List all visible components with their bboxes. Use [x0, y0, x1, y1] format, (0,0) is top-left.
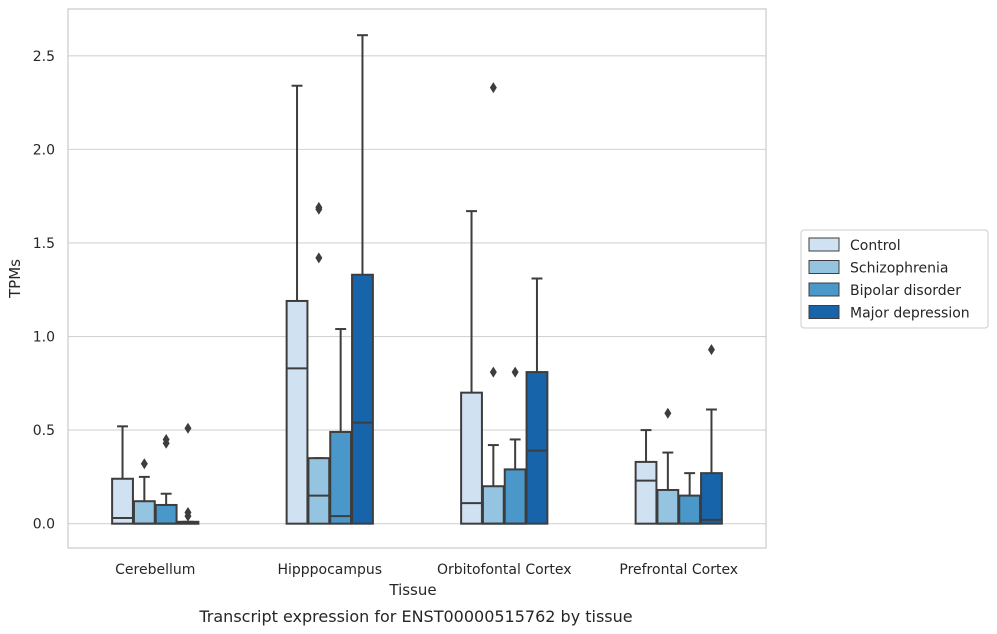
y-tick-label: 1.0	[33, 330, 55, 346]
box-group	[481, 82, 505, 525]
box	[285, 299, 309, 525]
outlier-point	[162, 433, 170, 445]
box-group	[285, 84, 309, 525]
legend-item: Control	[808, 237, 901, 254]
box	[481, 485, 505, 525]
box-plot-series	[111, 34, 723, 525]
box	[678, 494, 702, 525]
box	[351, 273, 374, 525]
legend: Control Schizophrenia Bipolar disorder Majo…	[800, 229, 989, 329]
outlier-point	[664, 407, 672, 419]
legend-frame	[800, 229, 989, 329]
box-group	[525, 277, 549, 525]
y-tick-labels: 0.0 0.5 1.0 1.5 2.0 2.5	[33, 49, 55, 533]
y-tick-label: 2.5	[33, 49, 55, 65]
x-tick-labels: Cerebellum Hipppocampus Orbitofontal Corte…	[115, 562, 738, 578]
x-tick-label: Prefrontal Cortex	[619, 562, 738, 578]
y-axis-label: TPMs	[6, 259, 24, 299]
box	[460, 391, 483, 525]
plot-frame	[67, 8, 767, 549]
box-group	[503, 366, 527, 525]
box	[700, 472, 723, 525]
box-group	[634, 429, 658, 525]
box	[634, 460, 658, 525]
box-group	[307, 201, 331, 525]
outlier-point	[489, 366, 497, 378]
box-group	[176, 422, 200, 525]
outlier-point	[489, 82, 497, 94]
outlier-point	[511, 366, 519, 378]
legend-swatch	[808, 260, 840, 274]
box	[503, 468, 527, 525]
box	[132, 500, 156, 525]
box-group	[460, 210, 483, 525]
box	[111, 477, 134, 525]
box	[307, 457, 331, 525]
x-tick-label: Hipppocampus	[277, 562, 382, 578]
legend-swatch	[808, 305, 840, 319]
outlier-point	[707, 344, 715, 356]
legend-item: Bipolar disorder	[808, 282, 961, 299]
box-group	[700, 344, 723, 525]
box-group	[154, 433, 178, 525]
box-group	[351, 34, 374, 525]
x-tick-label: Orbitofontal Cortex	[437, 562, 572, 578]
legend-label: Control	[850, 238, 901, 254]
box	[154, 503, 178, 525]
legend-swatch	[808, 282, 840, 297]
legend-item: Major depression	[808, 305, 970, 322]
box-group	[111, 425, 134, 525]
x-tick-label: Cerebellum	[115, 562, 195, 578]
y-tick-label: 0.0	[33, 517, 55, 533]
grid-lines	[68, 55, 766, 525]
outlier-point	[140, 458, 148, 470]
outlier-point	[184, 422, 192, 434]
legend-item: Schizophrenia	[808, 260, 948, 277]
box-group	[132, 458, 156, 525]
box-group	[656, 407, 680, 525]
box	[329, 430, 353, 525]
y-tick-label: 0.5	[33, 423, 55, 439]
y-tick-label: 1.5	[33, 236, 55, 252]
chart-caption: Transcript expression for ENST0000051576…	[198, 607, 632, 626]
box	[656, 488, 680, 525]
box	[525, 371, 549, 525]
legend-label: Major depression	[850, 306, 970, 322]
x-axis-label: Tissue	[388, 581, 436, 599]
box-group	[678, 472, 702, 525]
y-tick-label: 2.0	[33, 142, 55, 158]
legend-swatch	[808, 237, 840, 252]
legend-label: Schizophrenia	[850, 261, 948, 277]
box-group	[329, 328, 353, 525]
outlier-point	[315, 252, 323, 264]
legend-label: Bipolar disorder	[850, 283, 961, 299]
outlier-point	[315, 201, 323, 213]
outlier-point	[184, 506, 192, 518]
